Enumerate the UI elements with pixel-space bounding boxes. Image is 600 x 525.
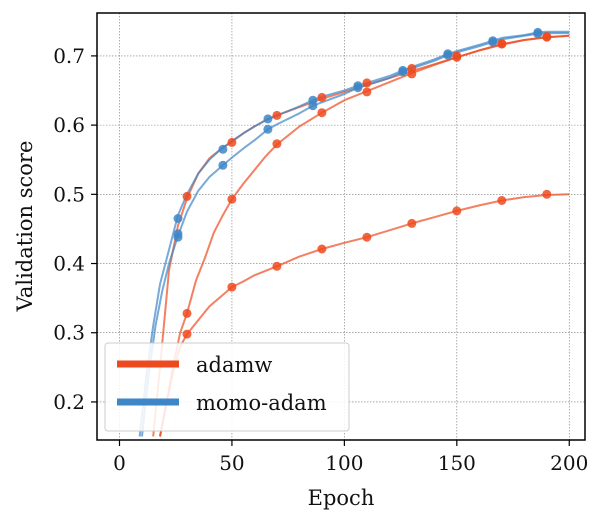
data-point-momo-adam xyxy=(173,214,183,223)
data-point-adamw xyxy=(182,191,192,201)
data-point-adamw xyxy=(542,32,552,41)
x-tick-label: 150 xyxy=(438,451,476,475)
x-tick-label: 100 xyxy=(325,451,363,475)
data-point-momo-adam xyxy=(398,67,408,77)
data-point-momo-adam xyxy=(533,29,543,39)
data-point-momo-adam xyxy=(218,160,228,170)
series-markers xyxy=(173,27,552,339)
data-point-adamw xyxy=(362,87,372,97)
data-point-adamw xyxy=(407,218,417,228)
data-point-momo-adam xyxy=(308,101,318,111)
data-point-adamw xyxy=(407,69,417,79)
x-axis-label: Epoch xyxy=(308,486,375,510)
data-point-adamw xyxy=(227,194,237,204)
y-tick-label: 0.4 xyxy=(53,252,85,276)
x-tick-label: 0 xyxy=(113,451,126,475)
data-point-adamw xyxy=(452,52,462,62)
axis-ticks: 0 50 100 150 200 0.2 0.3 0.4 0.5 0.6 0.7 xyxy=(53,44,588,475)
data-point-adamw xyxy=(182,329,192,339)
x-tick-label: 200 xyxy=(550,451,588,475)
data-point-adamw xyxy=(497,39,507,49)
series-line-momo-adam-run-1 xyxy=(138,30,570,437)
data-point-adamw xyxy=(272,261,282,271)
data-point-adamw xyxy=(497,196,507,205)
plot-frame xyxy=(96,12,586,441)
data-point-momo-adam xyxy=(263,114,273,124)
data-point-adamw xyxy=(317,108,327,118)
data-point-adamw xyxy=(272,139,282,149)
data-point-adamw xyxy=(182,308,192,318)
data-point-adamw xyxy=(227,137,237,147)
data-point-momo-adam xyxy=(353,83,363,93)
y-tick-label: 0.2 xyxy=(53,390,85,414)
data-point-adamw xyxy=(362,78,372,88)
data-point-momo-adam xyxy=(263,124,273,134)
data-point-momo-adam xyxy=(443,50,453,60)
data-point-adamw xyxy=(317,92,327,102)
legend: adamw momo-adam xyxy=(104,342,350,432)
y-axis-label: Validation score xyxy=(13,141,37,313)
y-tick-label: 0.5 xyxy=(53,182,85,206)
legend-label-momo-adam: momo-adam xyxy=(196,391,327,415)
data-point-adamw xyxy=(362,232,372,242)
y-tick-label: 0.6 xyxy=(53,113,85,137)
data-point-adamw xyxy=(272,110,282,120)
data-point-momo-adam xyxy=(488,37,498,47)
data-point-momo-adam xyxy=(173,232,183,242)
data-point-adamw xyxy=(542,189,552,199)
data-point-momo-adam xyxy=(218,144,228,154)
x-tick-label: 50 xyxy=(219,451,244,475)
y-tick-label: 0.7 xyxy=(53,44,85,68)
data-point-adamw xyxy=(452,206,462,216)
data-point-adamw xyxy=(227,282,237,292)
legend-label-adamw: adamw xyxy=(196,353,272,377)
series-line-momo-adam-run-2 xyxy=(141,32,570,437)
data-point-adamw xyxy=(317,244,327,254)
y-tick-label: 0.3 xyxy=(53,321,85,345)
